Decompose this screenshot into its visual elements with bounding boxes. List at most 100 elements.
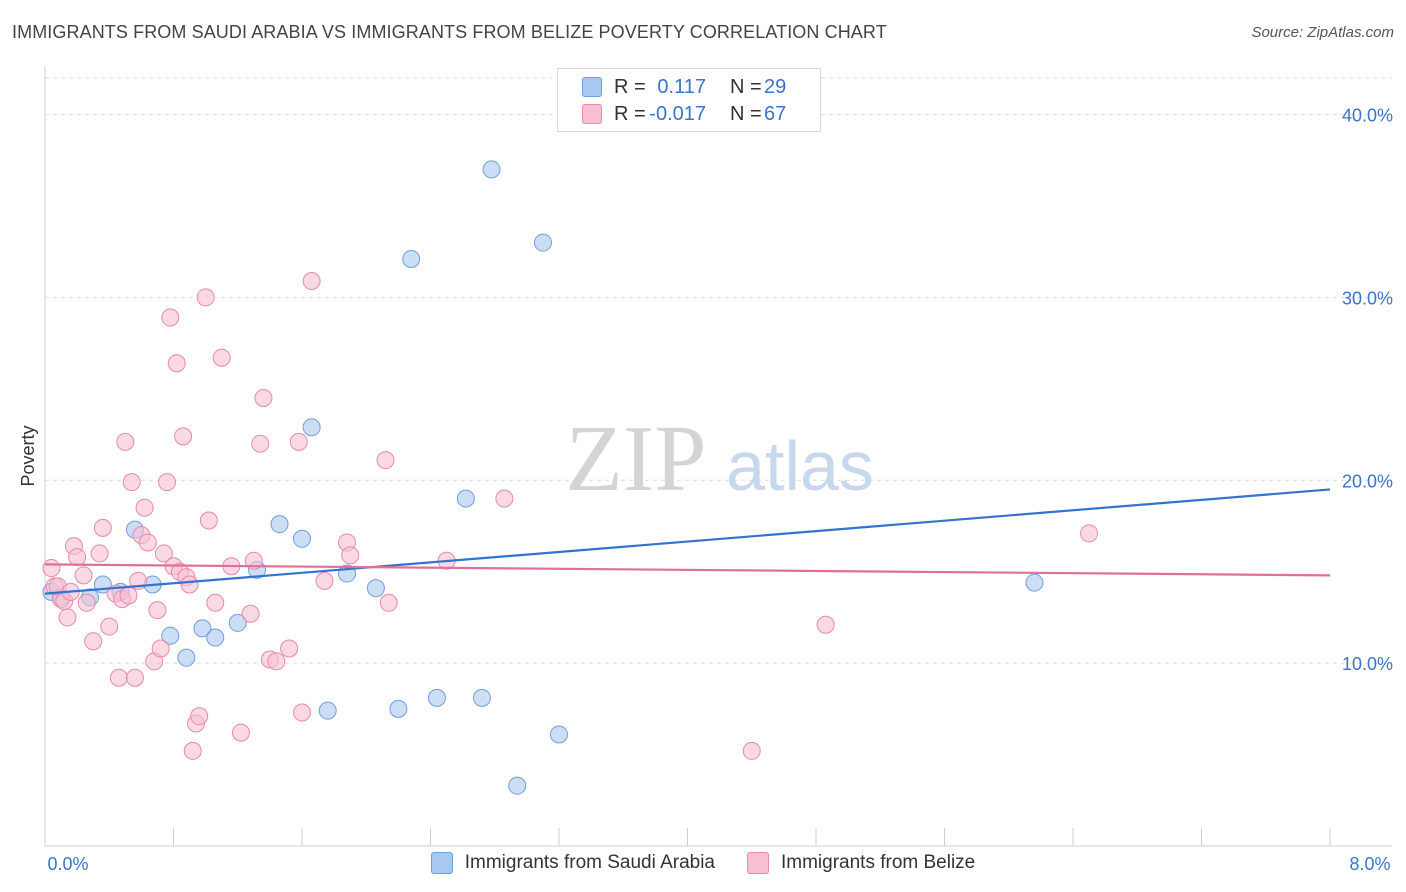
point-saudi-arabia	[550, 725, 568, 744]
point-belize	[58, 608, 77, 627]
series-legend-belize: Immigrants from Belize	[746, 852, 976, 874]
legend-n-label: N =	[730, 75, 762, 98]
series-swatch-belize	[746, 852, 769, 874]
point-belize	[125, 668, 144, 687]
point-belize	[183, 741, 202, 760]
point-saudi-arabia	[482, 160, 501, 179]
point-belize	[42, 559, 61, 578]
series-label-saudi-arabia: Immigrants from Saudi Arabia	[464, 852, 715, 873]
y-axis-label: Poverty	[18, 425, 38, 486]
point-saudi-arabia	[456, 489, 475, 508]
legend-row-belize: R = -0.017 N = 67	[582, 102, 786, 126]
point-saudi-arabia	[427, 688, 446, 707]
point-saudi-arabia	[508, 776, 527, 795]
chart-title: IMMIGRANTS FROM SAUDI ARABIA VS IMMIGRAN…	[12, 22, 887, 42]
legend-row-saudi-arabia: R = 0.117 N = 29	[582, 75, 786, 99]
point-belize	[116, 432, 135, 451]
trend-lines	[44, 488, 1331, 595]
point-saudi-arabia	[366, 579, 385, 598]
point-belize	[1080, 524, 1099, 543]
point-belize	[119, 586, 138, 605]
point-saudi-arabia	[206, 628, 225, 647]
point-belize	[100, 617, 119, 636]
series-label-belize: Immigrants from Belize	[780, 852, 976, 873]
point-belize	[74, 566, 93, 585]
point-belize	[167, 354, 186, 373]
point-belize	[138, 533, 157, 552]
point-saudi-arabia	[177, 648, 196, 667]
point-belize	[199, 511, 218, 530]
point-belize	[68, 548, 87, 567]
point-saudi-arabia	[193, 619, 212, 638]
point-belize	[495, 489, 514, 508]
point-belize	[158, 473, 177, 492]
correlation-legend: R = 0.117 N = 29 R = -0.017 N = 67	[557, 68, 821, 132]
axes: 10.0% 20.0% 30.0% 40.0% 0.0% 8.0%	[44, 66, 1393, 874]
y-tick-label: 10.0%	[1342, 654, 1393, 674]
source-label: Source: ZipAtlas.com	[1251, 24, 1394, 41]
point-belize	[302, 271, 321, 290]
legend-swatch-belize	[582, 104, 602, 124]
watermark: ZIP atlas	[566, 407, 874, 511]
point-belize	[241, 604, 260, 623]
legend-swatch-saudi-arabia	[582, 77, 602, 97]
series-legend: Immigrants from Saudi Arabia Immigrants …	[0, 852, 1406, 874]
point-belize	[315, 571, 334, 590]
point-belize	[151, 639, 170, 658]
point-belize	[376, 451, 395, 470]
legend-r-value: -0.017	[649, 102, 706, 125]
point-belize	[196, 288, 215, 307]
series-swatch-saudi-arabia	[430, 852, 453, 874]
point-saudi-arabia	[270, 515, 289, 534]
data-points	[42, 160, 1099, 795]
point-belize	[84, 632, 103, 651]
point-saudi-arabia	[472, 688, 491, 707]
point-belize	[267, 652, 286, 671]
legend-n-value: 67	[764, 102, 787, 125]
series-legend-saudi-arabia: Immigrants from Saudi Arabia	[430, 852, 715, 874]
legend-n-value: 29	[764, 75, 787, 98]
point-saudi-arabia	[389, 699, 408, 718]
point-belize	[289, 432, 308, 451]
point-belize	[77, 593, 96, 612]
point-saudi-arabia	[293, 529, 311, 548]
point-belize	[231, 723, 250, 742]
point-belize	[206, 593, 225, 612]
point-saudi-arabia	[228, 613, 247, 632]
point-belize	[254, 389, 273, 407]
watermark-zip: ZIP	[566, 407, 707, 511]
x-tick-label: 0.0%	[47, 854, 88, 874]
x-tick-label: 8.0%	[1349, 854, 1390, 874]
point-saudi-arabia	[318, 701, 337, 720]
trend-line-saudi-arabia	[44, 488, 1331, 595]
point-belize	[251, 434, 270, 453]
point-belize	[122, 473, 141, 492]
point-saudi-arabia	[402, 250, 421, 269]
point-belize	[174, 427, 193, 446]
point-belize	[93, 518, 112, 537]
legend-r-value: 0.117	[657, 75, 706, 98]
y-tick-label: 20.0%	[1342, 471, 1393, 491]
legend-n-label: N =	[730, 102, 762, 125]
point-belize	[109, 668, 128, 687]
point-belize	[190, 707, 209, 726]
point-belize	[135, 498, 154, 517]
watermark-atlas: atlas	[726, 427, 874, 505]
point-saudi-arabia	[161, 626, 180, 645]
legend-r-label: R =	[614, 102, 646, 125]
point-saudi-arabia	[1025, 573, 1044, 592]
point-belize	[154, 544, 173, 563]
trend-line-belize	[44, 563, 1331, 577]
point-saudi-arabia	[533, 233, 552, 252]
point-saudi-arabia	[302, 418, 321, 437]
point-belize	[244, 551, 263, 570]
point-belize	[816, 615, 835, 634]
y-tick-label: 30.0%	[1342, 288, 1393, 308]
point-belize	[148, 601, 167, 620]
grid-lines	[45, 77, 1392, 664]
point-belize	[280, 639, 299, 658]
point-belize	[90, 544, 109, 563]
point-belize	[212, 348, 231, 367]
point-belize	[293, 703, 311, 722]
